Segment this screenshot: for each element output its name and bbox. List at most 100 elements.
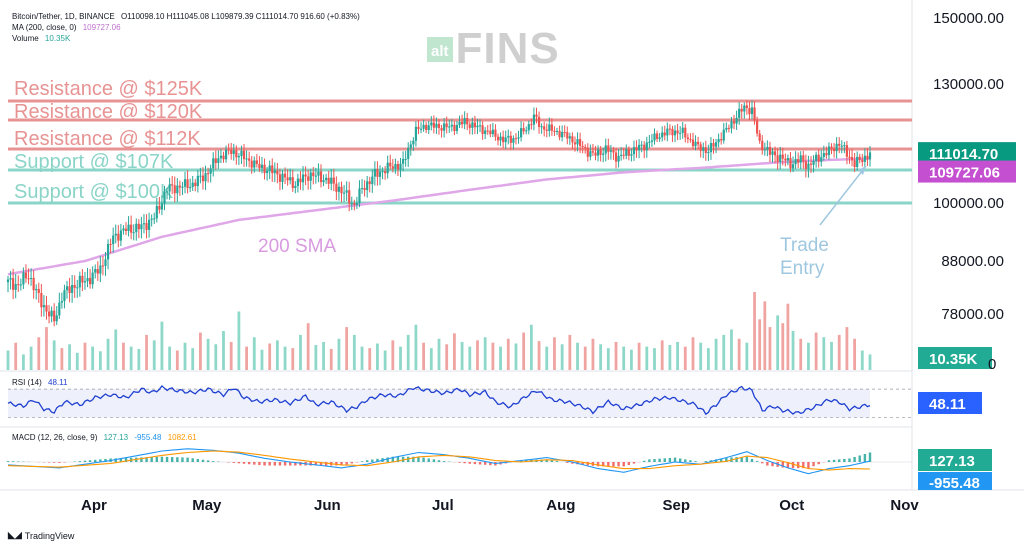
macd-signal-badge-label: -955.48 bbox=[929, 475, 980, 492]
macd-histogram-bar bbox=[566, 462, 569, 463]
candle-body bbox=[468, 124, 471, 128]
candle-body bbox=[165, 191, 169, 193]
candle-body bbox=[512, 138, 515, 143]
candle-body bbox=[412, 140, 415, 145]
candle-body bbox=[376, 169, 379, 177]
volume-bar bbox=[183, 342, 187, 370]
macd-histogram-bar bbox=[181, 457, 184, 462]
month-tick-label: Oct bbox=[779, 497, 804, 514]
macd-histogram-bar bbox=[263, 462, 266, 466]
candle-body bbox=[863, 155, 866, 162]
volume-bar bbox=[822, 337, 826, 370]
candle-body bbox=[299, 178, 302, 183]
candle-body bbox=[460, 121, 464, 125]
macd-histogram-bar bbox=[273, 462, 277, 466]
volume-bar bbox=[745, 342, 749, 370]
macd-signal-line bbox=[7, 450, 871, 471]
volume-bar bbox=[252, 337, 256, 370]
volume-bar bbox=[306, 323, 310, 370]
candle-body bbox=[671, 128, 674, 136]
candle-body bbox=[702, 147, 705, 151]
macd-histogram-bar bbox=[689, 460, 692, 462]
candle-body bbox=[445, 123, 448, 128]
volume-badge-label: 10.35K bbox=[929, 351, 978, 368]
macd-histogram-bar bbox=[766, 462, 769, 466]
month-tick-label: Aug bbox=[546, 497, 575, 514]
candle-body bbox=[191, 182, 194, 188]
volume-bar bbox=[630, 349, 633, 370]
volume-bar bbox=[399, 346, 402, 370]
candle-body bbox=[473, 122, 477, 128]
candle-body bbox=[697, 141, 700, 145]
volume-bar bbox=[360, 346, 364, 370]
candle-body bbox=[453, 124, 456, 131]
legend-ma[interactable]: MA (200, close, 0) 109727.06 bbox=[12, 23, 125, 32]
macd-histogram-bar bbox=[165, 456, 169, 462]
volume-bar bbox=[237, 311, 241, 370]
macd-histogram-bar bbox=[412, 456, 415, 462]
candle-body bbox=[450, 124, 453, 127]
month-tick-label: May bbox=[192, 497, 222, 514]
macd-histogram-bar bbox=[735, 457, 738, 462]
candle-body bbox=[309, 172, 312, 181]
volume-bar bbox=[329, 348, 333, 370]
volume-bar bbox=[699, 342, 703, 370]
candle-body bbox=[748, 108, 751, 115]
candle-body bbox=[163, 191, 166, 204]
tradingview-logo-icon: ◣◢ bbox=[8, 530, 22, 540]
candle-body bbox=[579, 139, 582, 147]
macd-histogram-bar bbox=[545, 459, 548, 462]
rsi-badge-label: 48.11 bbox=[929, 396, 966, 413]
macd-histogram-bar bbox=[483, 462, 487, 465]
volume-bar bbox=[98, 351, 102, 370]
candle-body bbox=[773, 151, 777, 156]
volume-bar bbox=[653, 348, 656, 370]
rsi-label: RSI (14) bbox=[12, 378, 42, 387]
candle-body bbox=[404, 158, 407, 160]
legend-macd[interactable]: MACD (12, 26, close, 9) 127.13 -955.48 1… bbox=[12, 433, 201, 442]
volume-bar bbox=[837, 334, 841, 370]
macd-label: MACD (12, 26, close, 9) bbox=[12, 433, 98, 442]
legend-volume[interactable]: Volume 10.35K bbox=[12, 34, 74, 43]
candle-body bbox=[545, 129, 548, 131]
candle-body bbox=[532, 114, 536, 125]
legend-rsi[interactable]: RSI (14) 48.11 bbox=[12, 378, 71, 387]
volume-bar bbox=[522, 332, 526, 370]
candle-body bbox=[301, 174, 305, 183]
volume-bar bbox=[514, 343, 518, 370]
candle-body bbox=[614, 152, 618, 162]
candle-body bbox=[850, 157, 854, 161]
candle-body bbox=[283, 173, 287, 178]
macd-histogram-bar bbox=[124, 457, 128, 462]
volume-bar bbox=[781, 323, 785, 370]
candle-body bbox=[753, 107, 756, 121]
candle-body bbox=[50, 310, 53, 317]
macd-histogram-bar bbox=[83, 460, 87, 462]
candle-body bbox=[781, 154, 784, 159]
candle-body bbox=[609, 150, 612, 152]
candle-body bbox=[114, 233, 117, 236]
macd-header-value: 127.13 bbox=[103, 433, 129, 442]
candle-body bbox=[88, 278, 92, 285]
legend-symbol[interactable]: Bitcoin/Tether, 1D, BINANCE O110098.10 H… bbox=[12, 12, 364, 21]
candle-body bbox=[430, 122, 433, 126]
volume-bar bbox=[168, 346, 172, 370]
candle-body bbox=[817, 154, 820, 162]
candle-body bbox=[612, 150, 615, 153]
candle-body bbox=[209, 168, 212, 174]
candle-body bbox=[635, 147, 638, 151]
volume-bar bbox=[637, 342, 641, 370]
macd-histogram-bar bbox=[817, 462, 820, 465]
macd-histogram-bar bbox=[802, 462, 805, 469]
candle-body bbox=[771, 151, 774, 155]
tradingview-logo[interactable]: ◣◢ TradingView bbox=[8, 530, 74, 541]
candle-body bbox=[689, 139, 692, 141]
macd-histogram-bar bbox=[863, 453, 867, 462]
candle-body bbox=[286, 177, 289, 181]
macd-histogram-bar bbox=[525, 460, 528, 462]
candle-body bbox=[73, 284, 76, 288]
candle-body bbox=[366, 181, 369, 191]
volume-bar bbox=[129, 346, 133, 370]
candle-body bbox=[432, 122, 435, 128]
